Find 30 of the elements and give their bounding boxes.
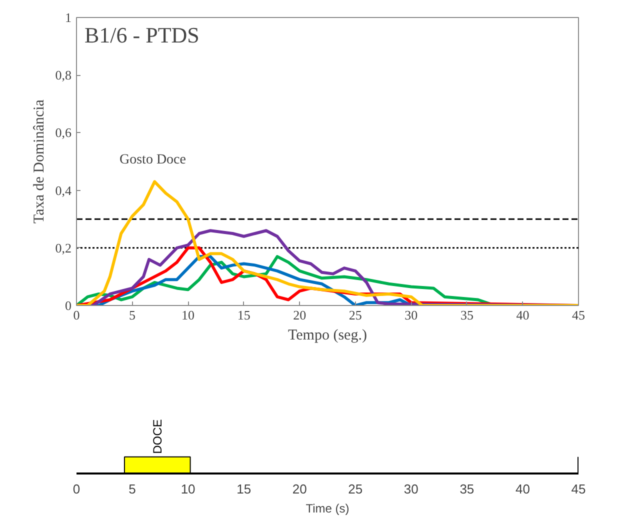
y-tick-label: 0,4 — [55, 182, 72, 198]
chart-title: B1/6 - PTDS — [84, 22, 200, 48]
x-tick-label: 30 — [404, 482, 418, 496]
y-tick-label: 0 — [65, 298, 72, 313]
y-tick-label: 0,8 — [55, 68, 72, 83]
x-tick-label: 40 — [516, 308, 530, 322]
y-tick-label: 0,6 — [55, 125, 72, 140]
x-axis-title: Tempo (seg.) — [288, 328, 367, 344]
x-tick-label: 10 — [180, 482, 196, 496]
category-label: DOCE — [150, 419, 164, 454]
x-tick-label: 15 — [236, 482, 252, 496]
x-tick-label: 5 — [129, 308, 136, 322]
x-tick-label: 45 — [572, 308, 585, 322]
annotation: Gosto Doce — [120, 152, 186, 168]
x-tick-label: 20 — [292, 482, 307, 496]
x-tick-label: 10 — [182, 308, 195, 322]
x-tick-label: 20 — [293, 308, 306, 322]
x-tick-label: 25 — [348, 482, 363, 496]
x-tick-label: 35 — [460, 308, 474, 322]
y-tick-label: 1 — [65, 10, 72, 25]
x-axis-title: Time (s) — [306, 502, 350, 516]
y-axis-title: Taxa de Dominância — [31, 99, 48, 224]
x-tick-label: 5 — [128, 482, 136, 496]
x-tick-label: 30 — [404, 308, 418, 322]
x-tick-label: 45 — [571, 482, 586, 496]
y-tick-label: 0,2 — [55, 240, 72, 256]
x-tick-label: 40 — [515, 482, 530, 496]
x-tick-label: 15 — [237, 308, 250, 322]
x-tick-label: 35 — [460, 482, 474, 496]
x-tick-label: 25 — [348, 308, 362, 322]
